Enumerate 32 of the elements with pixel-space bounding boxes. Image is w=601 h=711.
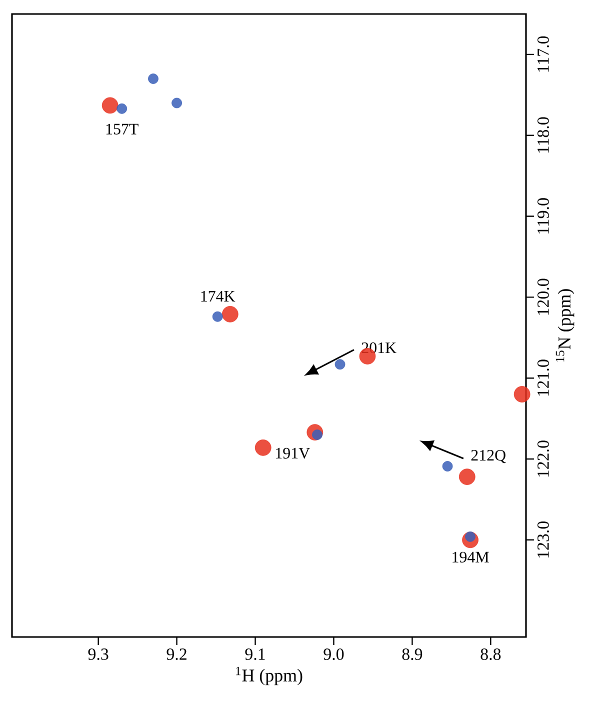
x-tick-label: 9.2	[166, 648, 186, 660]
annotation: 157T	[106, 124, 138, 134]
point	[514, 386, 530, 402]
point	[102, 97, 118, 114]
x-tick-label: 9.3	[88, 648, 108, 660]
y-tick-label: 123.0	[537, 521, 549, 558]
point	[212, 311, 223, 322]
point	[148, 74, 158, 84]
annotation: 174K	[201, 290, 236, 302]
y-axis-title: $^{15}$N (ppm)	[556, 289, 574, 362]
y-tick-label: 119.0	[537, 198, 549, 234]
x-tick-label: 9.0	[324, 648, 344, 660]
y-tick-label: 117.0	[537, 36, 549, 72]
y-tick-label: 118.0	[537, 117, 549, 153]
y-tick-label: 120.0	[537, 278, 549, 315]
x-tick-label: 8.9	[402, 648, 422, 660]
point	[254, 440, 272, 456]
point	[442, 461, 453, 472]
x-tick-label: 9.1	[245, 648, 265, 660]
annotation: 191V	[276, 448, 310, 459]
point	[172, 98, 182, 108]
annotation: 194M	[452, 552, 489, 563]
y-tick-label: 122.0	[537, 440, 549, 477]
point	[222, 306, 238, 322]
annotation: 212Q	[471, 450, 506, 464]
point	[334, 359, 346, 370]
point	[116, 103, 128, 114]
annotation: 201K	[362, 342, 396, 354]
y-tick-label: 121.0	[537, 360, 549, 396]
x-axis-title: $^{1}$H (ppm)	[236, 666, 302, 686]
point	[458, 468, 476, 485]
x-tick-label: 8.8	[480, 648, 501, 660]
